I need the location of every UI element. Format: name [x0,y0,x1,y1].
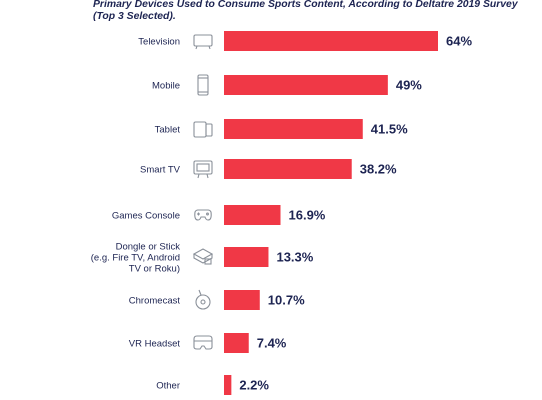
category-label: Other [156,380,180,391]
value-label: 64% [446,34,472,49]
value-label: 16.9% [289,208,326,223]
vr-headset-icon [193,335,213,350]
value-label: 38.2% [360,162,397,177]
bar [224,333,249,353]
value-label: 10.7% [268,293,305,308]
games-console-icon [194,209,212,221]
bar [224,375,232,395]
bar [224,31,438,51]
category-label: Television [138,36,180,47]
bar [224,75,388,95]
category-label: Chromecast [129,295,181,306]
mobile-icon [197,74,209,96]
smart-tv-icon [193,160,213,179]
chromecast-icon [195,289,211,310]
value-label: 2.2% [239,378,269,393]
category-label: Mobile [152,80,180,91]
chart-title: Primary Devices Used to Consume Sports C… [93,0,518,22]
category-label: Smart TV [140,164,181,175]
television-icon [193,34,213,50]
value-label: 13.3% [276,250,313,265]
bar [224,159,352,179]
bar [224,119,363,139]
category-label: Tablet [155,124,181,135]
category-label: VR Headset [129,338,181,349]
bar [224,290,260,310]
value-label: 41.5% [371,122,408,137]
dongle-icon [192,248,214,265]
value-label: 49% [396,78,422,93]
tablet-icon [193,121,213,138]
bar [224,205,281,225]
bar [224,247,269,267]
value-label: 7.4% [257,336,287,351]
category-label: Games Console [112,210,180,221]
category-label: Dongle or Stick (e.g. Fire TV, Android TV … [91,241,180,274]
